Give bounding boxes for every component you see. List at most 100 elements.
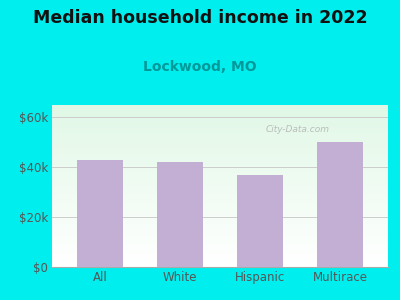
Bar	[52, 193, 388, 194]
Bar	[52, 256, 388, 257]
Text: Lockwood, MO: Lockwood, MO	[143, 60, 257, 74]
Bar	[52, 228, 388, 230]
Bar	[52, 126, 388, 128]
Bar	[52, 173, 388, 175]
Bar	[52, 147, 388, 149]
Bar	[52, 178, 388, 179]
Bar	[52, 186, 388, 188]
Bar	[52, 233, 388, 235]
Bar	[52, 254, 388, 256]
Bar	[52, 170, 388, 171]
Bar	[52, 133, 388, 134]
Bar	[52, 115, 388, 116]
Text: Median household income in 2022: Median household income in 2022	[33, 9, 367, 27]
Bar	[52, 194, 388, 196]
Bar	[52, 243, 388, 244]
Bar	[157, 162, 203, 267]
Bar	[52, 124, 388, 126]
Bar	[52, 244, 388, 246]
Bar	[52, 212, 388, 214]
Bar	[52, 251, 388, 252]
Bar	[52, 266, 388, 267]
Bar	[52, 157, 388, 158]
Bar	[52, 215, 388, 217]
Bar	[52, 163, 388, 165]
Bar	[52, 144, 388, 146]
Bar	[52, 121, 388, 123]
Bar	[52, 131, 388, 133]
Bar	[52, 236, 388, 238]
Bar	[52, 123, 388, 124]
Bar	[52, 146, 388, 147]
Bar	[52, 264, 388, 266]
Bar	[52, 184, 388, 186]
Bar	[52, 249, 388, 251]
Bar	[52, 230, 388, 231]
Bar	[52, 112, 388, 113]
Bar	[77, 160, 123, 267]
Bar	[52, 257, 388, 259]
Bar	[52, 105, 388, 106]
Bar	[52, 220, 388, 222]
Bar	[52, 139, 388, 141]
Bar	[52, 129, 388, 131]
Bar	[52, 199, 388, 201]
Bar	[52, 222, 388, 223]
Bar	[52, 175, 388, 176]
Bar	[52, 179, 388, 181]
Bar	[52, 231, 388, 233]
Bar	[52, 149, 388, 150]
Bar	[52, 118, 388, 120]
Bar	[52, 168, 388, 170]
Bar	[52, 207, 388, 209]
Bar	[52, 218, 388, 220]
Bar	[52, 142, 388, 144]
Bar	[52, 223, 388, 225]
Bar	[52, 116, 388, 118]
Bar	[52, 196, 388, 197]
Bar	[52, 252, 388, 254]
Bar	[52, 183, 388, 184]
Bar	[52, 210, 388, 212]
Bar	[52, 235, 388, 236]
Bar	[52, 206, 388, 207]
Bar	[52, 225, 388, 226]
Bar	[52, 181, 388, 183]
Bar	[52, 226, 388, 228]
Bar	[317, 142, 363, 267]
Bar	[52, 239, 388, 241]
Bar	[52, 154, 388, 155]
Bar	[52, 209, 388, 210]
Bar	[52, 162, 388, 163]
Bar	[52, 165, 388, 166]
Bar	[52, 108, 388, 110]
Bar	[52, 110, 388, 112]
Bar	[52, 167, 388, 168]
Bar	[52, 137, 388, 139]
Bar	[52, 241, 388, 243]
Bar	[52, 260, 388, 262]
Bar	[52, 214, 388, 215]
Bar	[52, 204, 388, 206]
Bar	[52, 176, 388, 178]
Bar	[52, 191, 388, 193]
Bar	[52, 152, 388, 154]
Bar	[52, 197, 388, 199]
Bar	[52, 217, 388, 218]
Bar	[52, 106, 388, 108]
Bar	[52, 113, 388, 115]
Bar	[52, 259, 388, 260]
Bar	[52, 262, 388, 264]
Bar	[52, 141, 388, 142]
Bar	[52, 160, 388, 162]
Bar	[52, 155, 388, 157]
Bar	[52, 246, 388, 247]
Bar	[52, 171, 388, 173]
Bar	[52, 120, 388, 121]
Bar	[52, 238, 388, 239]
Bar	[52, 202, 388, 204]
Bar	[52, 188, 388, 189]
Text: City-Data.com: City-Data.com	[265, 125, 329, 134]
Bar	[52, 158, 388, 160]
Bar	[52, 136, 388, 137]
